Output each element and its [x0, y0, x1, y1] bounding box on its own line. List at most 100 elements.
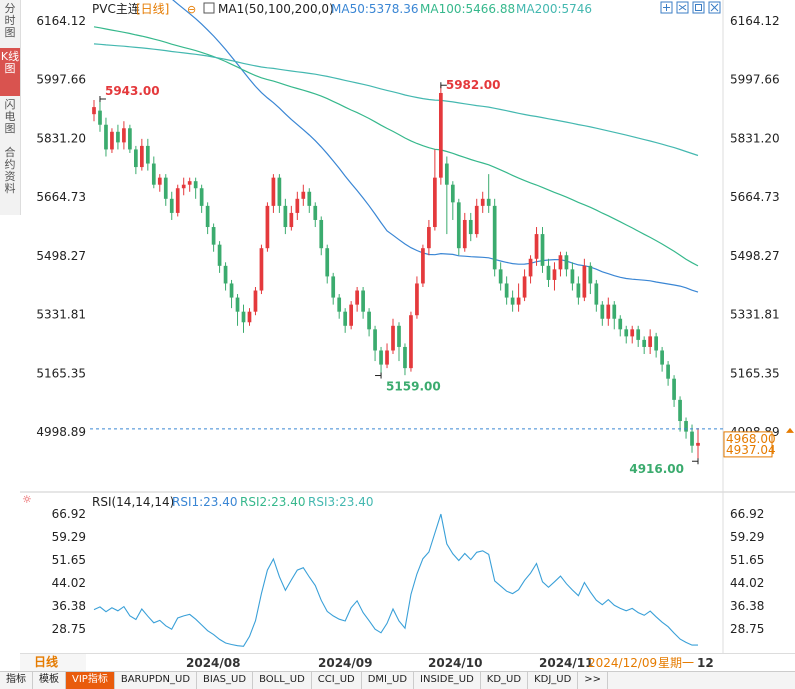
candle-body	[241, 311, 246, 323]
date-label-sep: 2024/09	[318, 656, 372, 670]
candle-body	[157, 177, 162, 185]
candle-body	[624, 329, 629, 337]
rsi3-value: RSI3:23.40	[308, 495, 374, 509]
candle-body	[438, 92, 443, 178]
candle-body	[612, 304, 617, 319]
candle-body	[301, 191, 306, 199]
candle-body	[582, 265, 587, 298]
symbol-label: PVC主连	[92, 1, 140, 16]
candle-body	[427, 227, 431, 249]
candle-body	[630, 329, 635, 337]
toolbar-close-icon[interactable]	[708, 1, 721, 14]
sidebar-tab-timeshare[interactable]: 分时图	[4, 2, 16, 39]
period-label: [日线]	[136, 2, 169, 16]
tab-barupdn[interactable]: BARUPDN_UD	[115, 672, 198, 689]
rsi2-value: RSI2:23.40	[240, 495, 306, 509]
rsi-label: RSI(14,14,14)	[92, 495, 174, 509]
candle-body	[367, 311, 371, 330]
toolbar-restore-icon[interactable]	[692, 1, 705, 14]
candle-body	[229, 283, 234, 298]
candle-body	[235, 297, 240, 312]
candle-body	[444, 163, 449, 185]
start-annotation: 5943.00	[105, 84, 160, 98]
settings-icon[interactable]: ⊖	[187, 3, 196, 16]
price-tick-right: 5331.81	[730, 308, 780, 322]
candle-body	[277, 177, 282, 206]
candle-body	[181, 184, 186, 189]
candle-body	[319, 219, 324, 249]
price-tick-left: 5331.81	[36, 308, 86, 322]
period-button[interactable]: 日线	[20, 654, 86, 671]
midlow-annotation: 5159.00	[386, 380, 441, 394]
candle-body	[462, 219, 467, 249]
candle-body	[379, 350, 383, 365]
tab-boll[interactable]: BOLL_UD	[253, 672, 312, 689]
tab-bias[interactable]: BIAS_UD	[197, 672, 254, 689]
price-tick-left: 6164.12	[36, 14, 86, 28]
candle-body	[337, 297, 342, 312]
candle-body	[265, 205, 270, 249]
candle-body	[151, 163, 156, 185]
candle-body	[175, 188, 180, 213]
candle-body	[217, 244, 222, 266]
sidebar-tab-lightning[interactable]: 闪电图	[4, 98, 16, 135]
price-tick-left: 5664.73	[36, 190, 86, 204]
current-day: 12	[697, 656, 714, 670]
sidebar-tab-kline[interactable]: K线图	[0, 48, 20, 96]
candle-body	[253, 290, 258, 312]
tab-more[interactable]: >>	[578, 672, 609, 689]
candle-body	[654, 336, 658, 351]
rsi-settings-icon[interactable]: ☼	[22, 493, 32, 506]
candle-body	[223, 265, 228, 284]
candle-body	[325, 248, 330, 277]
price-tick-right: 5498.27	[730, 249, 780, 263]
candle-body	[468, 219, 473, 235]
candle-body	[373, 329, 377, 351]
date-axis: 2024/08 2024/09 2024/10 2024/11 2024/12/…	[186, 656, 714, 670]
price-tick-left: 5831.20	[36, 131, 86, 145]
tab-indicators[interactable]: 指标	[0, 672, 33, 689]
sidebar-tab-contract-info[interactable]: 合约资料	[4, 146, 16, 195]
candle-body	[211, 227, 216, 245]
tab-dmi[interactable]: DMI_UD	[362, 672, 415, 689]
toolbar-shrink-icon[interactable]	[676, 1, 689, 14]
candle-body	[187, 181, 192, 185]
candle-body	[283, 205, 288, 228]
candle-body	[450, 184, 455, 203]
tab-cci[interactable]: CCI_UD	[312, 672, 362, 689]
candle-body	[409, 315, 413, 369]
last-price-box	[723, 431, 773, 458]
tab-vip-indicators[interactable]: VIP指标	[66, 672, 115, 689]
rsi1-value: RSI1:23.40	[172, 495, 238, 509]
candle-body	[104, 124, 108, 150]
candle-body	[486, 198, 491, 206]
ma-indicator-icon[interactable]	[203, 2, 215, 14]
ma100-value: MA100:5466.88	[420, 2, 515, 16]
price-tick-right: 5664.73	[730, 190, 780, 204]
candle-body	[193, 181, 198, 189]
rsi-tick-left: 66.92	[52, 507, 86, 521]
current-weekday: 星期一	[658, 656, 694, 670]
price-tick-right: 6164.12	[730, 14, 780, 28]
tab-inside[interactable]: INSIDE_UD	[414, 672, 481, 689]
candle-body	[355, 290, 359, 305]
candle-body	[600, 304, 605, 319]
candle-body	[672, 378, 676, 400]
candle-body	[558, 255, 563, 270]
last-price-top-label: 4968.00	[726, 432, 776, 446]
candle-body	[361, 290, 365, 312]
tab-templates[interactable]: 模板	[33, 672, 66, 689]
ma200-line	[93, 43, 699, 157]
tab-kd[interactable]: KD_UD	[481, 672, 529, 689]
candle-body	[128, 128, 132, 150]
candle-body	[134, 149, 138, 168]
candle-body	[684, 421, 688, 432]
toolbar-expand-icon[interactable]	[660, 1, 673, 14]
candle-body	[690, 431, 694, 446]
candle-body	[116, 131, 120, 143]
price-tick-left: 5498.27	[36, 249, 86, 263]
candle-body	[678, 399, 682, 422]
tab-kdj[interactable]: KDJ_UD	[528, 672, 579, 689]
chart-area[interactable]: PVC主连 [日线] ⊖ MA1(50,100,200,0) MA50:5378…	[0, 0, 795, 653]
candle-body	[618, 318, 623, 330]
